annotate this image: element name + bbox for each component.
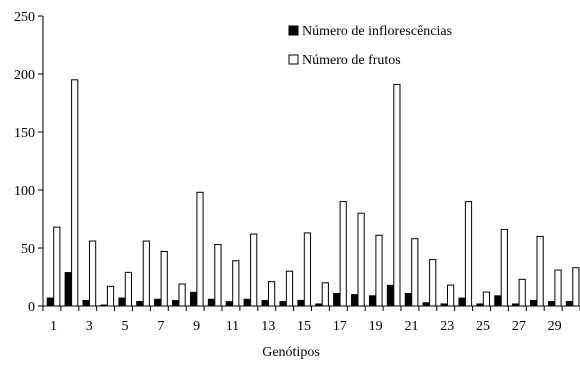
legend: Número de inflorescências Número de frut… xyxy=(288,24,452,68)
x-tick-label: 5 xyxy=(122,319,129,334)
bar-inflorescences xyxy=(46,297,54,307)
x-tick-label: 9 xyxy=(193,319,200,334)
x-tick-label: 25 xyxy=(476,319,490,334)
bar-fruits xyxy=(518,278,526,307)
bar-inflorescences xyxy=(64,272,72,307)
x-tick-label: 21 xyxy=(404,319,418,334)
bar-fruits xyxy=(268,281,276,307)
bars xyxy=(46,79,580,307)
bar-fruits xyxy=(393,83,401,307)
x-tick-label: 15 xyxy=(297,319,311,334)
x-tick-label: 13 xyxy=(261,319,275,334)
x-tick-label: 3 xyxy=(86,319,93,334)
bar-fruits xyxy=(285,270,294,307)
bar-inflorescences xyxy=(422,302,430,307)
legend-label-inflorescences: Número de inflorescências xyxy=(302,24,452,39)
bar-inflorescences xyxy=(136,301,143,307)
bar-fruits xyxy=(250,233,258,307)
bar-inflorescences xyxy=(189,291,197,307)
bar-fruits xyxy=(214,244,222,307)
bar-fruits xyxy=(303,232,311,307)
legend-swatch-fruits xyxy=(288,54,299,65)
y-tick-label: 50 xyxy=(21,242,35,257)
bar-inflorescences xyxy=(547,301,555,307)
bar-fruits xyxy=(124,271,133,307)
y-tick-label: 200 xyxy=(14,68,35,83)
y-tick-label: 0 xyxy=(28,300,35,315)
bar-fruits xyxy=(196,191,204,307)
bar-inflorescences xyxy=(333,292,340,307)
bar-inflorescences xyxy=(172,299,179,307)
x-tick-label: 1 xyxy=(50,319,57,334)
bar-inflorescences xyxy=(154,298,161,307)
bar-fruits xyxy=(160,250,168,307)
bar-fruits xyxy=(464,201,473,307)
bar-inflorescences xyxy=(225,301,233,307)
x-tick-label: 23 xyxy=(440,319,454,334)
bar-inflorescences xyxy=(404,292,412,307)
x-tick-label: 11 xyxy=(226,319,239,334)
bar-fruits xyxy=(71,79,79,307)
bar-inflorescences xyxy=(386,284,394,307)
y-ticks: 0 50 100 150 200 250 xyxy=(14,10,43,315)
bar-fruits xyxy=(429,259,437,307)
y-tick-label: 100 xyxy=(14,184,35,199)
bar-fruits xyxy=(53,226,61,307)
bar-fruits xyxy=(178,283,186,307)
bar-inflorescences xyxy=(494,295,501,307)
bar-inflorescences xyxy=(351,294,358,307)
bar-fruits xyxy=(232,260,240,307)
x-axis-title: Genótipos xyxy=(262,345,320,360)
bar-fruits xyxy=(447,284,455,307)
bar-fruits xyxy=(106,285,115,307)
bar-fruits xyxy=(536,235,544,307)
bar-inflorescences xyxy=(118,297,126,307)
bar-fruits xyxy=(554,269,562,307)
x-ticks: 1 3 5 7 9 11 13 15 17 19 21 23 25 27 29 xyxy=(42,306,580,334)
legend-swatch-inflorescences xyxy=(288,25,299,36)
bar-fruits xyxy=(357,212,365,307)
bar-fruits xyxy=(411,238,419,307)
x-tick-label: 7 xyxy=(157,319,164,334)
bar-fruits xyxy=(500,228,508,307)
bar-inflorescences xyxy=(297,299,305,307)
legend-label-fruits: Número de frutos xyxy=(302,53,401,68)
bar-inflorescences xyxy=(458,297,466,307)
bar-fruits xyxy=(142,240,150,307)
bar-inflorescences xyxy=(565,301,573,307)
bar-inflorescences xyxy=(530,299,537,307)
x-tick-label: 19 xyxy=(369,319,383,334)
bar-inflorescences xyxy=(82,299,90,307)
bar-fruits xyxy=(321,282,329,307)
x-tick-label: 29 xyxy=(548,319,562,334)
bar-fruits xyxy=(375,234,383,307)
y-tick-label: 250 xyxy=(14,10,35,25)
bar-inflorescences xyxy=(368,295,376,307)
bar-inflorescences xyxy=(261,299,269,307)
bar-fruits xyxy=(482,291,490,307)
bar-inflorescences xyxy=(279,301,287,307)
y-tick-label: 150 xyxy=(14,126,35,141)
bar-fruits xyxy=(339,201,347,307)
x-tick-label: 17 xyxy=(333,319,347,334)
bar-fruits xyxy=(572,267,580,307)
x-tick-label: 27 xyxy=(512,319,526,334)
bar-inflorescences xyxy=(207,298,215,307)
bar-inflorescences xyxy=(243,298,251,307)
bar-fruits xyxy=(89,240,97,307)
